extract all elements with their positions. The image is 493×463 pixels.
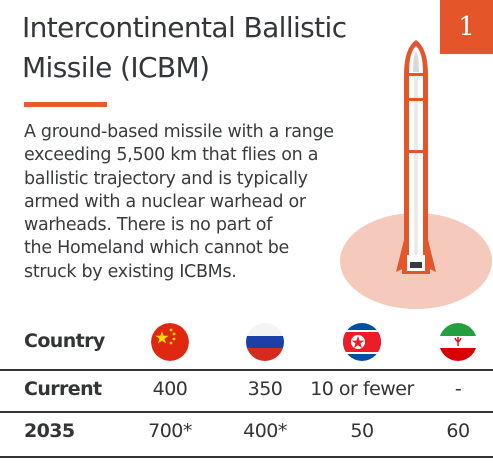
card-number-badge: 1 — [440, 0, 493, 54]
missile-icon — [396, 40, 436, 274]
description-line: the Homeland which cannot be — [24, 238, 289, 259]
cell-iran-current: - — [454, 378, 462, 400]
table-divider — [0, 411, 493, 413]
description-line: A ground-based missile with a range — [24, 122, 334, 142]
table-divider — [0, 369, 493, 371]
description-line: exceeding 5,500 km that flies on a — [24, 145, 319, 166]
header-label: Country — [24, 330, 105, 352]
cell-china-2035: 700* — [148, 420, 192, 442]
description-line: ballistic trajectory and is typically — [24, 168, 308, 189]
russia-flag-icon — [246, 323, 284, 361]
row-label-2035: 2035 — [24, 420, 75, 442]
title-line-1: Intercontinental Ballistic — [22, 11, 347, 44]
cell-russia-2035: 400* — [243, 420, 287, 442]
cell-iran-2035: 60 — [446, 420, 470, 442]
title-underline — [24, 102, 107, 107]
table-header-row: Country — [0, 317, 493, 369]
cell-north-korea-2035: 50 — [350, 420, 374, 442]
description-line: struck by existing ICBMs. — [24, 261, 237, 282]
description-line: armed with a nuclear warhead or — [24, 191, 306, 212]
iran-flag-icon — [439, 323, 477, 361]
row-label-current: Current — [24, 378, 102, 400]
north-korea-flag-icon — [343, 323, 381, 361]
cell-russia-current: 350 — [247, 378, 283, 400]
card-title: Intercontinental Ballistic Missile (ICBM… — [22, 8, 402, 88]
cell-china-current: 400 — [152, 378, 188, 400]
missile-illustration — [340, 40, 492, 309]
table-divider — [0, 456, 493, 458]
card-number: 1 — [458, 12, 475, 42]
table-row: Current 400 350 10 or fewer - — [0, 369, 493, 411]
china-flag-icon — [151, 323, 189, 361]
description: A ground-based missile with a range exce… — [24, 121, 369, 284]
description-line: warheads. There is no part of — [24, 215, 273, 236]
cell-north-korea-current: 10 or fewer — [310, 378, 414, 400]
title-line-2: Missile (ICBM) — [22, 51, 210, 84]
table-row: 2035 700* 400* 50 60 — [0, 411, 493, 457]
